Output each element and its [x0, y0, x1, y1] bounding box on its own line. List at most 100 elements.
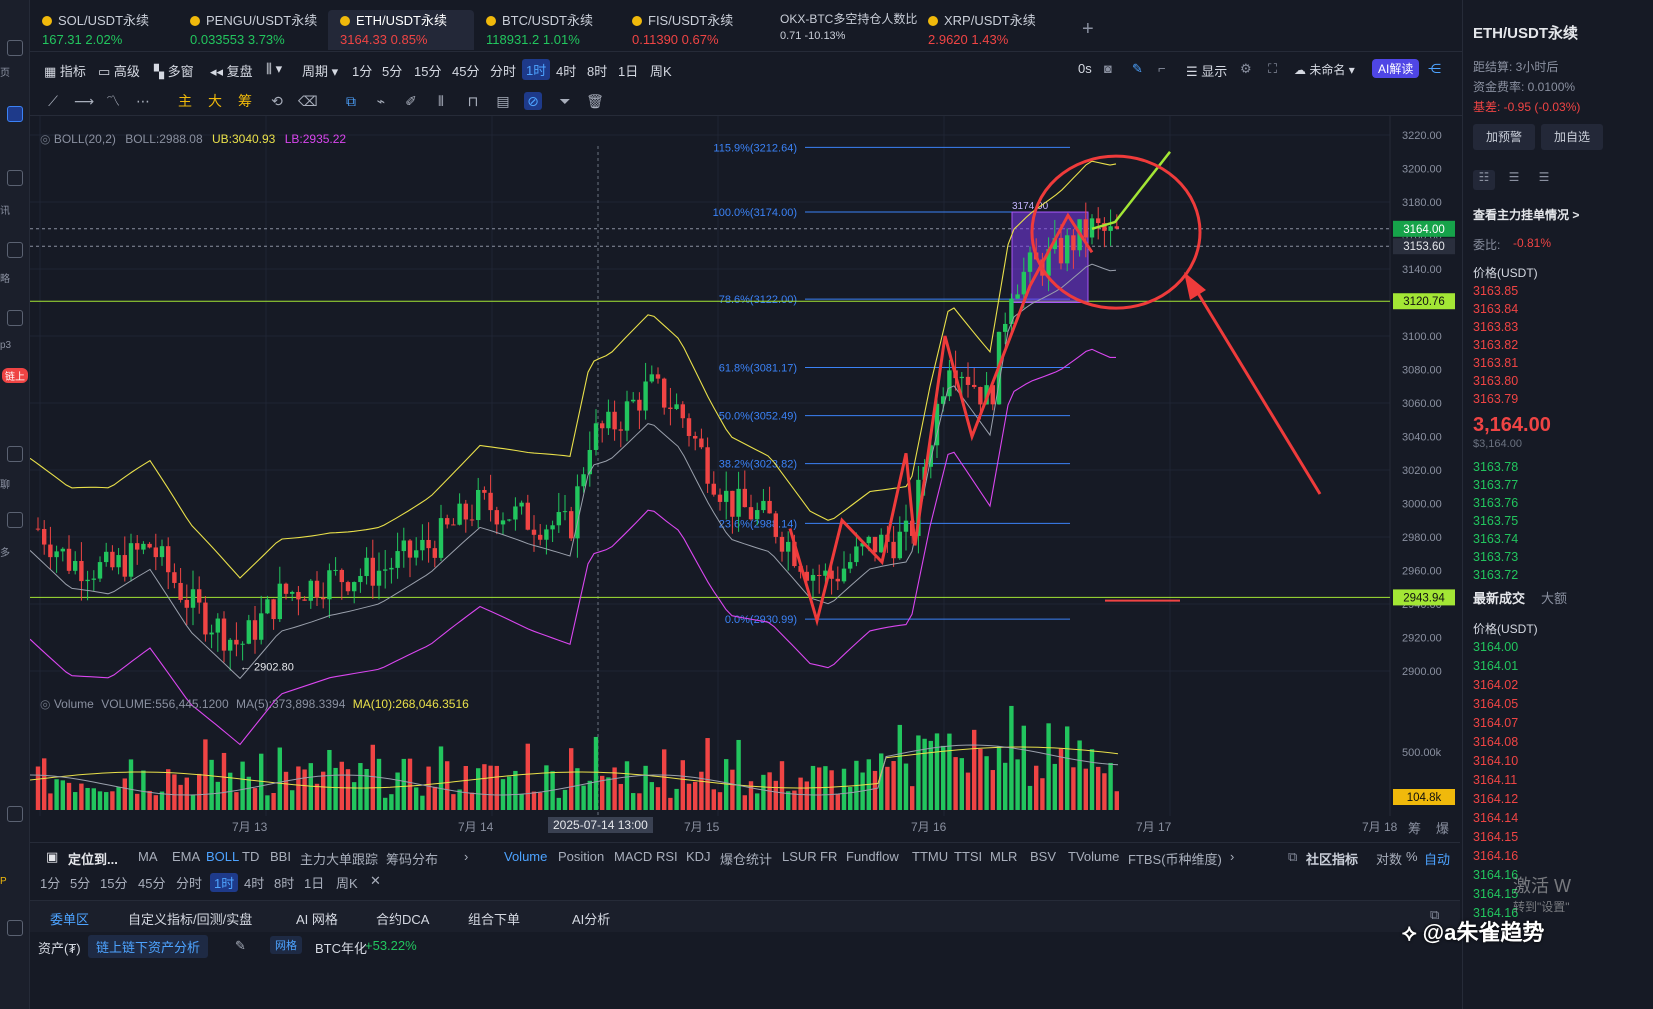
- quick-interval[interactable]: 8时: [274, 876, 295, 891]
- locate-button[interactable]: ▣: [46, 849, 59, 864]
- add-alert-button[interactable]: 加预警: [1473, 124, 1535, 150]
- bottom-tab[interactable]: 组合下单: [468, 912, 521, 927]
- tab-pengu[interactable]: PENGU/USDT永续 0.033553 3.73%: [178, 10, 328, 50]
- trendline-icon[interactable]: ⟋: [48, 93, 58, 109]
- sub-indicator-2[interactable]: MACD: [614, 849, 653, 864]
- tab-xrp[interactable]: XRP/USDT永续 2.9620 1.43%: [916, 10, 1066, 50]
- quick-interval[interactable]: 1分: [40, 876, 61, 891]
- indicator-4[interactable]: BBI: [270, 849, 291, 864]
- book-ask-icon[interactable]: ☰: [1538, 170, 1550, 184]
- bid-price[interactable]: 3163.74: [1473, 532, 1519, 546]
- tab-latest-trades[interactable]: 最新成交: [1473, 591, 1526, 606]
- multi-window-button[interactable]: ▚ 多窗: [154, 64, 194, 79]
- sub-indicator-9[interactable]: TTMU: [912, 849, 949, 864]
- ask-price[interactable]: 3163.85: [1473, 284, 1519, 298]
- bid-price[interactable]: 3163.73: [1473, 550, 1519, 564]
- sub-indicator-10[interactable]: TTSI: [954, 849, 983, 864]
- interval-1d[interactable]: 1日: [618, 64, 639, 79]
- indicator-1[interactable]: EMA: [172, 849, 201, 864]
- interval-5m[interactable]: 5分: [382, 64, 403, 79]
- add-watchlist-button[interactable]: 加自选: [1541, 124, 1603, 150]
- ai-read-button[interactable]: AI解读: [1372, 59, 1420, 78]
- interval-4h[interactable]: 4时: [556, 64, 577, 79]
- bid-price[interactable]: 3163.75: [1473, 514, 1519, 528]
- popout-icon[interactable]: ⧉: [1430, 907, 1440, 922]
- community-icon[interactable]: ⧉: [1288, 849, 1298, 864]
- sub-indicator-4[interactable]: KDJ: [686, 849, 711, 864]
- edit-icon[interactable]: ✎: [235, 938, 246, 953]
- filter-icon[interactable]: ⏷: [559, 93, 571, 109]
- interval-1m[interactable]: 1分: [352, 64, 373, 79]
- tab-btc[interactable]: BTC/USDT永续 118931.2 1.01%: [474, 10, 620, 50]
- period-dropdown[interactable]: 周期 ▾: [302, 64, 339, 79]
- indicator-0[interactable]: MA: [138, 849, 158, 864]
- interval-1h[interactable]: 1时: [522, 59, 551, 80]
- replay-button[interactable]: ◂◂ 复盘: [210, 64, 253, 79]
- wave-icon[interactable]: 〽: [106, 93, 120, 109]
- community-indicator-button[interactable]: 社区指标: [1306, 852, 1359, 867]
- bottom-tab[interactable]: AI 网格: [296, 912, 338, 927]
- sub-indicator-11[interactable]: MLR: [990, 849, 1018, 864]
- ask-price[interactable]: 3163.81: [1473, 356, 1519, 370]
- sub-indicator-13[interactable]: TVolume: [1068, 849, 1120, 864]
- book-bid-icon[interactable]: ☰: [1508, 170, 1520, 184]
- brush-icon[interactable]: ✐: [405, 93, 417, 109]
- chip-button[interactable]: 筹: [238, 93, 252, 109]
- bid-price[interactable]: 3163.72: [1473, 568, 1519, 580]
- tab-eth[interactable]: ETH/USDT永续 3164.33 0.85%: [328, 10, 474, 50]
- display-button[interactable]: ☰ 显示: [1186, 64, 1228, 79]
- quick-interval[interactable]: 1日: [304, 876, 325, 891]
- strategy-icon[interactable]: [7, 242, 23, 258]
- ask-price[interactable]: 3163.82: [1473, 338, 1519, 352]
- bid-price[interactable]: 3163.78: [1473, 460, 1519, 474]
- bottom-tab[interactable]: 委单区: [50, 909, 90, 934]
- percent-toggle[interactable]: %: [1406, 849, 1418, 864]
- pen-icon[interactable]: ✎: [1132, 61, 1143, 76]
- news-icon[interactable]: [7, 170, 23, 186]
- compare-icon[interactable]: ⫴: [438, 93, 444, 109]
- bottom-tab[interactable]: 自定义指标/回测/实盘: [128, 912, 253, 927]
- chip-toggle[interactable]: 筹: [1408, 821, 1422, 836]
- magnet-icon[interactable]: ⧉: [346, 93, 356, 109]
- sub-indicator-8[interactable]: Fundflow: [846, 849, 899, 864]
- indicator-6[interactable]: 筹码分布: [386, 852, 439, 867]
- fullscreen-icon[interactable]: ⛶: [1268, 61, 1278, 76]
- advanced-button[interactable]: ▭ 高级: [98, 64, 140, 79]
- trash-icon[interactable]: 🗑: [586, 93, 604, 109]
- settings-icon[interactable]: [7, 920, 23, 936]
- bottom-tab[interactable]: 合约DCA: [376, 912, 430, 927]
- sub-indicator-5[interactable]: 爆仓统计: [720, 852, 773, 867]
- big-order-button[interactable]: 大: [208, 93, 222, 109]
- bottom-tab[interactable]: AI分析: [572, 912, 611, 927]
- bid-price[interactable]: 3163.76: [1473, 496, 1519, 510]
- interval-time[interactable]: 分时: [490, 64, 517, 79]
- hline-icon[interactable]: ⟶: [74, 93, 95, 109]
- eraser-icon[interactable]: ⌫: [298, 93, 318, 109]
- interval-8h[interactable]: 8时: [587, 64, 608, 79]
- add-tab-icon[interactable]: +: [1082, 18, 1094, 40]
- chevron-right-icon[interactable]: ›: [1230, 849, 1235, 864]
- tab-okx-ratio[interactable]: OKX-BTC多空持仓人数比 0.71 -10.13%: [768, 10, 918, 50]
- quick-interval[interactable]: 1时: [210, 873, 239, 892]
- sub-indicator-14[interactable]: FTBS(币种维度): [1128, 852, 1222, 867]
- layout-icon[interactable]: [7, 806, 23, 822]
- main-force-button[interactable]: 主: [178, 93, 192, 109]
- sub-indicator-3[interactable]: RSI: [656, 849, 678, 864]
- sub-indicator-7[interactable]: FR: [820, 849, 838, 864]
- sub-indicator-0[interactable]: Volume: [504, 849, 548, 864]
- chevron-right-icon[interactable]: ›: [464, 849, 469, 864]
- sync-icon[interactable]: ⟲: [271, 93, 283, 109]
- indicator-button[interactable]: ▦ 指标: [44, 64, 86, 79]
- chat-icon[interactable]: [7, 446, 23, 462]
- liquidation-toggle[interactable]: 爆: [1436, 821, 1450, 836]
- ask-price[interactable]: 3163.83: [1473, 320, 1519, 334]
- ruler-icon[interactable]: ⌁: [376, 93, 386, 109]
- chart-area[interactable]: 3220.003200.003180.003160.003140.003120.…: [29, 116, 1460, 892]
- log-toggle[interactable]: 对数: [1376, 852, 1403, 867]
- chart-icon[interactable]: [7, 106, 23, 122]
- crop-icon[interactable]: ⌐: [1158, 61, 1166, 76]
- draw-mode-icon[interactable]: ⊘: [524, 92, 542, 110]
- layout-save-button[interactable]: ☁ 未命名 ▾: [1294, 63, 1355, 77]
- web3-icon[interactable]: [7, 310, 23, 326]
- ask-price[interactable]: 3163.80: [1473, 374, 1519, 388]
